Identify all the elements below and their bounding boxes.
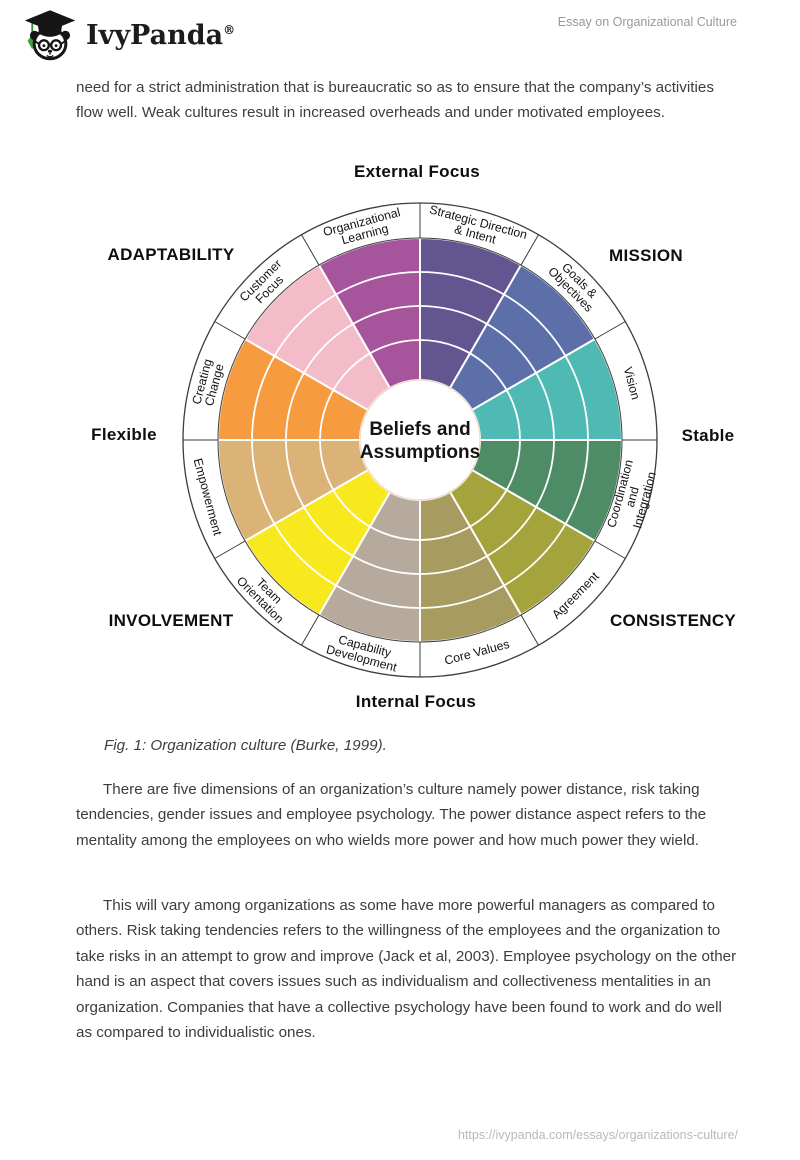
axis-label-internal-focus: Internal Focus [355,692,477,711]
inner-ring-line [251,271,589,609]
mortarboard [24,10,76,31]
panda-mouth [46,52,54,58]
document-title: Essay on Organizational Culture [557,15,737,29]
ring-divider-line [594,321,626,340]
brand-name: IvyPanda [86,20,224,51]
inner-ring-line [319,339,521,541]
panda-eye-left [42,44,46,48]
center-circle [359,379,481,501]
ring-divider-line [214,321,246,340]
registered-trademark-symbol: ® [223,23,236,37]
source-url[interactable]: https://ivypanda.com/essays/organization… [458,1128,738,1142]
ring-divider-line [520,614,539,646]
center-label: Beliefs and Assumptions [360,419,480,463]
axis-label-flexible: Flexible [91,425,157,444]
ring-divider-line [214,540,246,559]
brand-wordmark[interactable]: IvyPanda® [86,18,235,54]
ring-divider-line [520,234,539,266]
panda-nose [47,49,53,53]
axis-label-stable: Stable [681,426,735,445]
paragraph-2: There are five dimensions of an organiza… [76,781,707,849]
quadrant-label-involvement: INVOLVEMENT [108,611,234,630]
panda-eye-right [54,44,58,48]
quadrant-label-consistency: CONSISTENCY [609,611,737,630]
figure-denison-culture-wheel: Beliefs and Assumptions Strategic Directio… [0,160,800,718]
axis-label-external-focus: External Focus [353,162,481,181]
inner-ring-line [285,305,555,575]
ring-divider-line [594,540,626,559]
segment-label-vision: Vision [621,365,643,401]
ivypanda-logo-icon[interactable] [22,8,78,61]
figure-caption: Fig. 1: Organization culture (Burke, 199… [104,737,387,754]
quadrant-label-mission: MISSION [609,246,683,265]
paragraph-3: This will vary among organizations as so… [76,897,737,1042]
paragraph-1: need for a strict administration that is… [76,79,714,122]
ring-divider-line [301,234,320,266]
ring-divider-line [301,614,320,646]
quadrant-label-adaptability: ADAPTABILITY [107,245,235,264]
panda-graduate-icon [24,10,76,61]
